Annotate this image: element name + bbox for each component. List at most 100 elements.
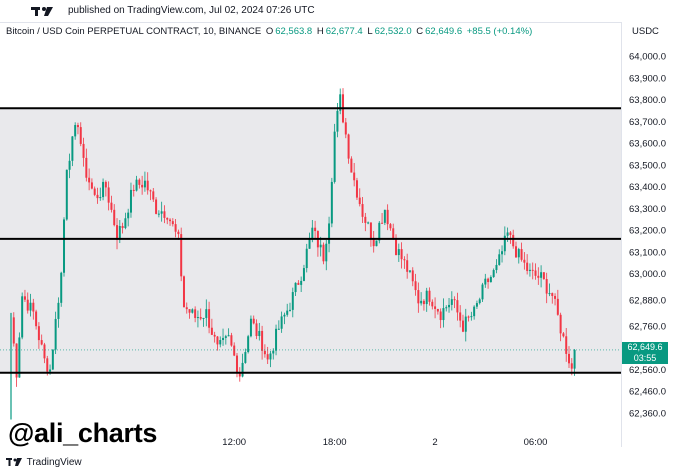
candle-body — [180, 234, 183, 277]
candle-body — [411, 270, 414, 282]
candle-body — [60, 272, 63, 303]
candle-body — [149, 190, 152, 192]
candle-body — [512, 234, 515, 247]
candle-body — [12, 317, 15, 344]
candle-body — [21, 296, 24, 338]
candle-body — [481, 284, 484, 300]
candle-body — [135, 179, 138, 191]
candle-body — [88, 177, 91, 183]
candle-body — [542, 272, 545, 280]
legend-close-value: 62,649.6 — [425, 26, 463, 37]
candle-body — [63, 219, 66, 273]
candle-body — [157, 213, 160, 215]
y-tick-label: 63,000.0 — [629, 269, 666, 280]
candle-body — [503, 235, 506, 252]
candle-body — [127, 212, 130, 219]
candle-body — [347, 134, 350, 159]
candle-body — [531, 269, 534, 271]
candle-body — [68, 160, 71, 170]
currency-label[interactable]: USDC — [632, 26, 659, 37]
candle-body — [364, 216, 367, 223]
published-header: published on TradingView.com, Jul 02, 20… — [0, 0, 680, 22]
candle-body — [188, 309, 191, 313]
y-tick-label: 63,200.0 — [629, 226, 666, 237]
y-tick-label: 63,700.0 — [629, 117, 666, 128]
x-tick-label: 06:00 — [524, 437, 548, 447]
author-watermark: @ali_charts — [8, 418, 158, 448]
candle-body — [325, 243, 328, 262]
last-price-badge: 62,649.6 03:55 — [622, 342, 668, 364]
candle-body — [110, 202, 113, 210]
candle-body — [389, 224, 392, 229]
candle-body — [272, 350, 275, 354]
candle-body — [322, 244, 325, 262]
candle-body — [328, 223, 331, 244]
legend-low-label: L — [367, 26, 373, 37]
candle-body — [570, 363, 573, 369]
candle-body — [330, 181, 333, 224]
candle-body — [556, 298, 559, 315]
candle-body — [434, 306, 437, 309]
y-tick-label: 62,560.0 — [629, 365, 666, 376]
countdown-timer: 03:55 — [633, 353, 657, 363]
candle-body — [57, 302, 60, 319]
candle-body — [113, 209, 116, 226]
candle-body — [90, 182, 93, 189]
candle-body — [26, 299, 29, 311]
candle-body — [241, 362, 244, 377]
candle-body — [37, 326, 40, 341]
candle-body — [155, 199, 158, 214]
candle-body — [199, 317, 202, 319]
candle-body — [459, 312, 462, 321]
legend-close-label: C — [416, 26, 424, 37]
y-tick-label: 62,360.0 — [629, 409, 666, 420]
tradingview-footer[interactable]: TradingView — [6, 457, 82, 468]
candle-body — [163, 211, 166, 218]
candle-body — [448, 304, 451, 308]
legend-change: +85.5 (+0.14%) — [466, 26, 533, 37]
candle-body — [375, 240, 378, 247]
legend-open-value: 62,563.8 — [275, 26, 313, 37]
candlestick-chart[interactable]: 64,000.0 63,900.0 63,800.0 63,700.0 63,600.0… — [0, 22, 680, 447]
candle-body — [141, 184, 144, 188]
candle-body — [386, 209, 389, 225]
candle-body — [82, 143, 85, 158]
candle-body — [85, 157, 88, 178]
last-price-value: 62,649.6 — [627, 342, 663, 352]
candle-body — [333, 131, 336, 182]
candle-body — [406, 260, 409, 272]
x-tick-label: 12:00 — [222, 437, 246, 447]
candle-body — [116, 225, 119, 240]
y-tick-label: 63,800.0 — [629, 95, 666, 106]
candle-body — [425, 290, 428, 305]
candle-body — [314, 227, 317, 232]
candle-body — [417, 290, 420, 304]
candle-body — [35, 311, 38, 327]
candle-body — [495, 264, 498, 271]
candle-body — [40, 340, 43, 345]
candle-body — [216, 336, 219, 345]
candle-body — [361, 204, 364, 217]
candle-body — [381, 222, 384, 224]
candle-body — [71, 136, 74, 161]
candle-body — [121, 225, 124, 229]
candle-body — [169, 219, 172, 222]
candle-body — [269, 353, 272, 360]
candle-body — [261, 330, 264, 351]
tradingview-mark-icon — [6, 458, 22, 467]
candle-body — [255, 323, 258, 337]
candle-body — [210, 327, 213, 335]
candle-body — [392, 228, 395, 240]
chart-frame[interactable] — [0, 22, 621, 448]
candle-body — [517, 249, 520, 258]
candle-body — [132, 189, 135, 191]
candle-body — [526, 262, 529, 271]
candle-body — [51, 349, 54, 370]
candle-body — [247, 336, 250, 353]
candle-body — [554, 295, 557, 299]
candle-body — [160, 211, 163, 214]
candle-body — [565, 336, 568, 354]
candle-body — [450, 299, 453, 305]
legend-high-label: H — [316, 26, 324, 37]
candle-body — [456, 300, 459, 313]
